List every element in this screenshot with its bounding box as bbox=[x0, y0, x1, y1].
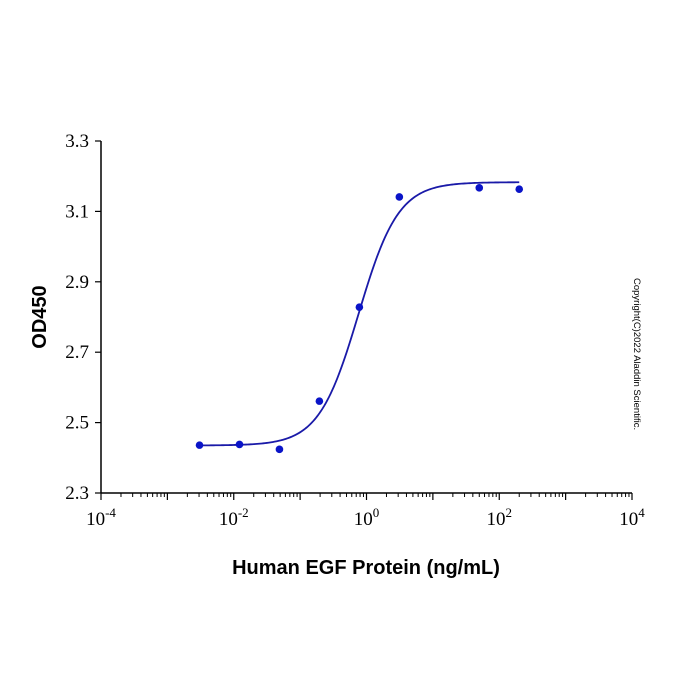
x-tick-base: 10 bbox=[487, 509, 506, 530]
x-tick-base: 10 bbox=[354, 509, 373, 530]
y-tick-label: 2.5 bbox=[65, 413, 89, 434]
fit-curve bbox=[199, 181, 520, 447]
y-tick-label: 2.9 bbox=[65, 272, 89, 293]
ticks: 2.32.52.72.93.13.310-4 10-2 100 102 104 bbox=[65, 131, 645, 530]
y-tick-label: 3.3 bbox=[65, 131, 89, 152]
y-axis-title: OD450 bbox=[29, 285, 51, 348]
data-point bbox=[235, 440, 244, 449]
data-point bbox=[315, 397, 324, 405]
data-point bbox=[275, 445, 284, 454]
x-tick-exponent: -4 bbox=[105, 505, 116, 520]
data-point bbox=[195, 441, 204, 449]
x-tick-base: 10 bbox=[619, 509, 638, 530]
data-points bbox=[195, 184, 524, 454]
x-tick-exponent: -2 bbox=[238, 505, 249, 520]
x-tick-label: 104 bbox=[619, 505, 645, 530]
x-tick-label: 102 bbox=[487, 505, 513, 530]
x-tick-label: 10-4 bbox=[86, 505, 116, 530]
axes bbox=[100, 141, 632, 494]
data-point bbox=[355, 303, 364, 311]
x-tick-exponent: 4 bbox=[638, 505, 645, 520]
y-tick-label: 3.1 bbox=[65, 201, 89, 222]
x-tick-base: 10 bbox=[86, 509, 105, 530]
copyright-watermark: Copyright(C)2022 Aladdin Scientific. bbox=[631, 278, 642, 430]
data-point bbox=[475, 184, 484, 192]
y-tick-label: 2.7 bbox=[65, 342, 89, 363]
y-tick-label: 2.3 bbox=[65, 483, 89, 504]
x-tick-exponent: 0 bbox=[373, 505, 380, 520]
x-tick-exponent: 2 bbox=[506, 505, 513, 520]
data-point bbox=[395, 193, 404, 201]
x-tick-label: 100 bbox=[354, 505, 380, 530]
x-tick-base: 10 bbox=[219, 509, 238, 530]
x-tick-label: 10-2 bbox=[219, 505, 249, 530]
x-axis-title: Human EGF Protein (ng/mL) bbox=[232, 557, 500, 579]
data-point bbox=[515, 185, 524, 194]
